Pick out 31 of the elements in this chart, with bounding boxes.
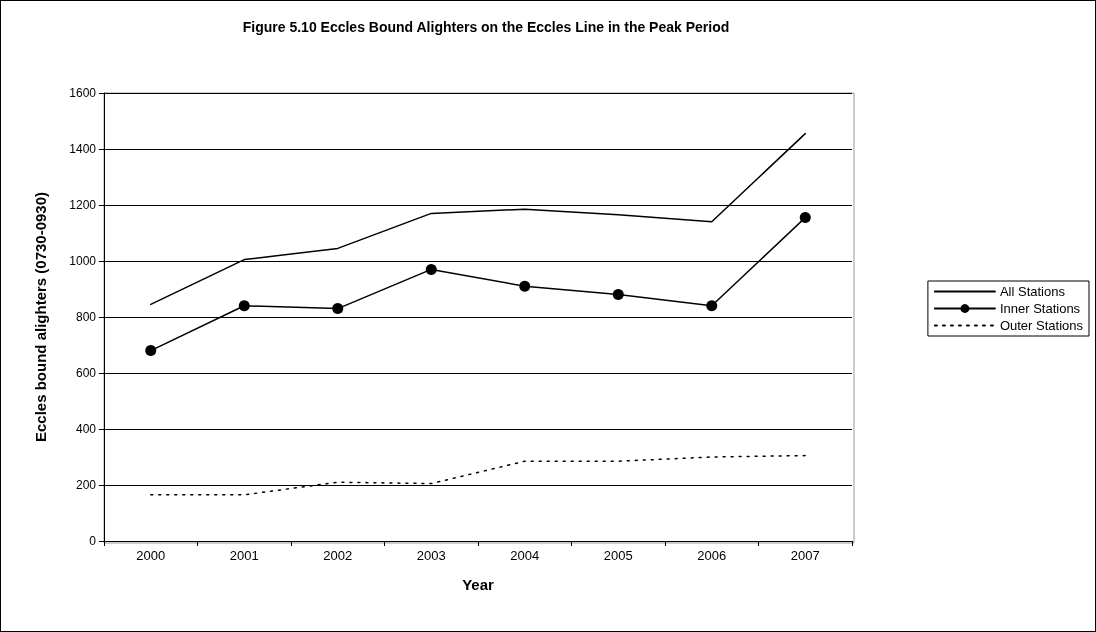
- y-tick-label: 400: [75, 422, 97, 436]
- point: [612, 289, 624, 301]
- x-tick-label: 2007: [790, 548, 820, 563]
- point: [238, 300, 250, 312]
- legend-label: Outer Stations: [999, 318, 1084, 333]
- point: [519, 280, 531, 292]
- x-tick-label: 2000: [136, 548, 166, 563]
- y-tick-label: 800: [75, 310, 97, 324]
- x-axis-title: Year: [462, 576, 495, 593]
- legend-label: Inner Stations: [999, 301, 1081, 316]
- x-tick-label: 2004: [510, 548, 540, 563]
- y-axis-title: Eccles bound alighters (0730-0930): [32, 191, 49, 443]
- y-tick-label: 0: [89, 534, 97, 548]
- x-tick-label: 2001: [229, 548, 259, 563]
- y-tick-label: 600: [75, 366, 97, 380]
- y-tick-label: 1400: [69, 142, 97, 156]
- point: [332, 303, 344, 315]
- chart-title: Figure 5.10 Eccles Bound Alighters on the Eccles Line in the Peak Period: [242, 19, 730, 35]
- x-tick-label: 2005: [603, 548, 633, 563]
- x-tick-label: 2006: [697, 548, 727, 563]
- point: [706, 300, 718, 312]
- point: [425, 263, 437, 275]
- y-tick-label: 200: [75, 478, 97, 492]
- y-tick-label: 1600: [69, 86, 97, 100]
- point: [145, 345, 157, 357]
- legend-label: All Stations: [999, 284, 1066, 299]
- x-tick-label: 2003: [416, 548, 446, 563]
- x-tick-label: 2002: [323, 548, 353, 563]
- point: [799, 212, 811, 224]
- y-tick-label: 1000: [69, 254, 97, 268]
- y-tick-label: 1200: [69, 198, 97, 212]
